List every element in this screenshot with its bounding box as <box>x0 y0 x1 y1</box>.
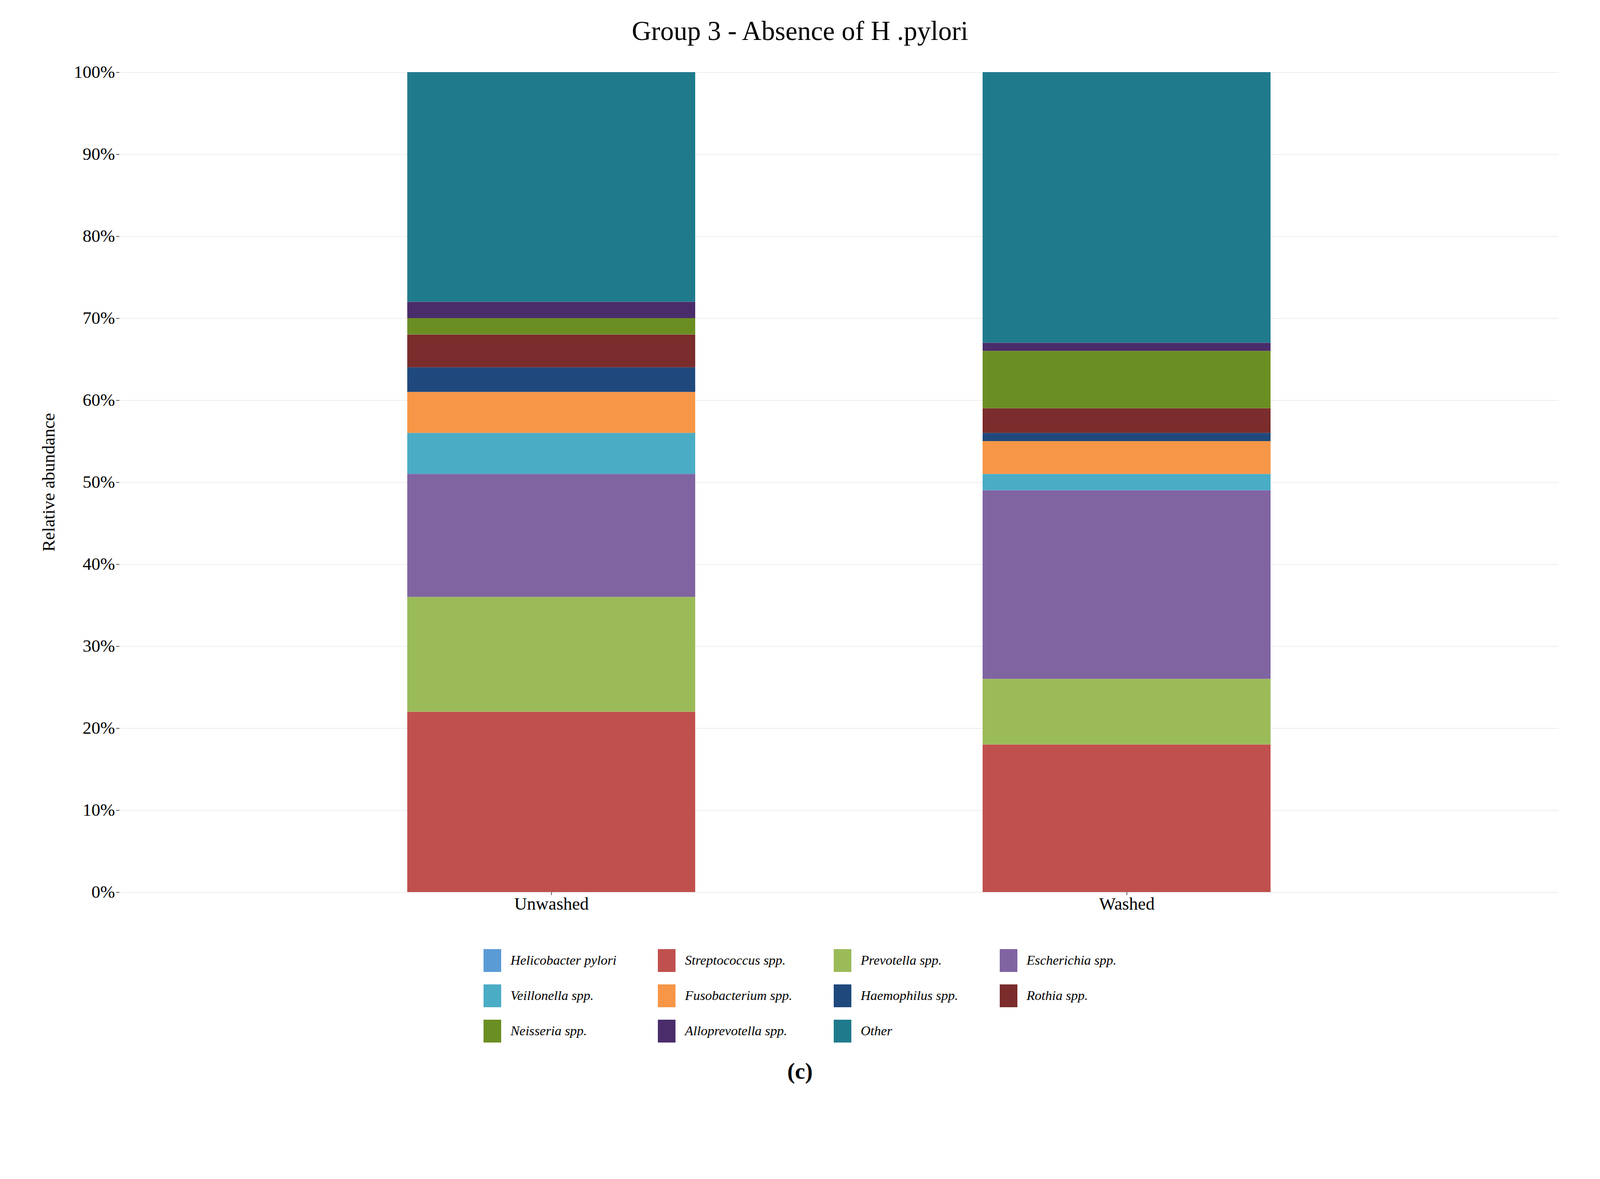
svg-text:30%: 30% <box>82 636 115 656</box>
svg-text:20%: 20% <box>82 718 115 738</box>
svg-text:70%: 70% <box>82 308 115 328</box>
html-text:(c): (c) <box>787 1058 813 1084</box>
svg-text:90%: 90% <box>82 144 115 164</box>
svg-text:40%: 40% <box>82 554 115 574</box>
html-text:Neisseria spp.: Neisseria spp. <box>510 1023 587 1039</box>
svg-text:Washed: Washed <box>1099 893 1155 914</box>
html-text:Prevotella spp.: Prevotella spp. <box>860 952 942 968</box>
html-text:Fusobacterium spp.: Fusobacterium spp. <box>684 987 793 1003</box>
svg-text:Relative abundance: Relative abundance <box>38 412 59 552</box>
html-text:Streptococcus spp.: Streptococcus spp. <box>684 952 786 968</box>
svg-text:50%: 50% <box>82 472 115 492</box>
html-text:Other: Other <box>860 1023 893 1039</box>
html-text:Veillonella spp.: Veillonella spp. <box>510 987 594 1003</box>
svg-text:0%: 0% <box>91 881 115 902</box>
html-text:Helicobacter pylori: Helicobacter pylori <box>510 952 617 968</box>
html-text:Rothia spp.: Rothia spp. <box>1026 987 1088 1003</box>
svg-text:100%: 100% <box>73 62 115 82</box>
html-text:Group 3 - Absence of H .pylori: Group 3 - Absence of H .pylori <box>631 16 969 46</box>
html-text:Haemophilus spp.: Haemophilus spp. <box>860 987 959 1003</box>
svg-text:10%: 10% <box>82 800 115 820</box>
html-text:Escherichia spp.: Escherichia spp. <box>1026 952 1117 968</box>
svg-text:Unwashed: Unwashed <box>514 893 589 914</box>
html-text:Alloprevotella spp.: Alloprevotella spp. <box>684 1023 788 1039</box>
svg-text:80%: 80% <box>82 226 115 246</box>
svg-text:60%: 60% <box>82 390 115 410</box>
